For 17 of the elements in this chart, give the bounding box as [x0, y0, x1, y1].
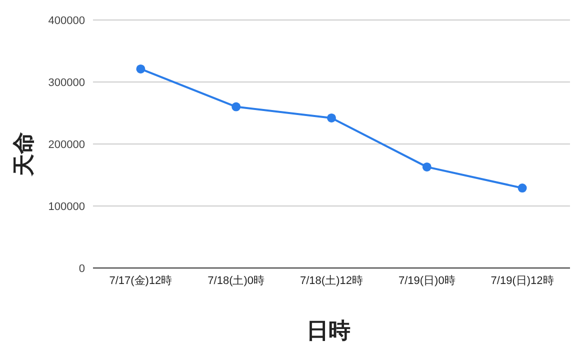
point	[422, 162, 432, 172]
point	[327, 113, 336, 122]
y-tick-label: 100000	[48, 201, 85, 213]
y-axis-title: 天命	[11, 132, 36, 177]
x-tick-label: 7/18(土)0時	[208, 274, 265, 287]
x-tick-label: 7/19(日)0時	[398, 274, 456, 287]
y-tick-label: 400000	[48, 15, 85, 27]
x-tick-label: 7/17(金)12時	[109, 274, 172, 287]
x-tick-label: 7/19(日)12時	[490, 274, 554, 287]
x-tick-label: 7/18(土)12時	[300, 274, 363, 287]
point	[518, 184, 527, 193]
point	[136, 64, 146, 74]
x-axis-title: 日時	[306, 318, 350, 343]
y-tick-label: 200000	[48, 139, 85, 151]
y-tick-label: 300000	[48, 77, 85, 89]
point	[232, 102, 241, 112]
y-tick-label: 0	[78, 263, 85, 275]
